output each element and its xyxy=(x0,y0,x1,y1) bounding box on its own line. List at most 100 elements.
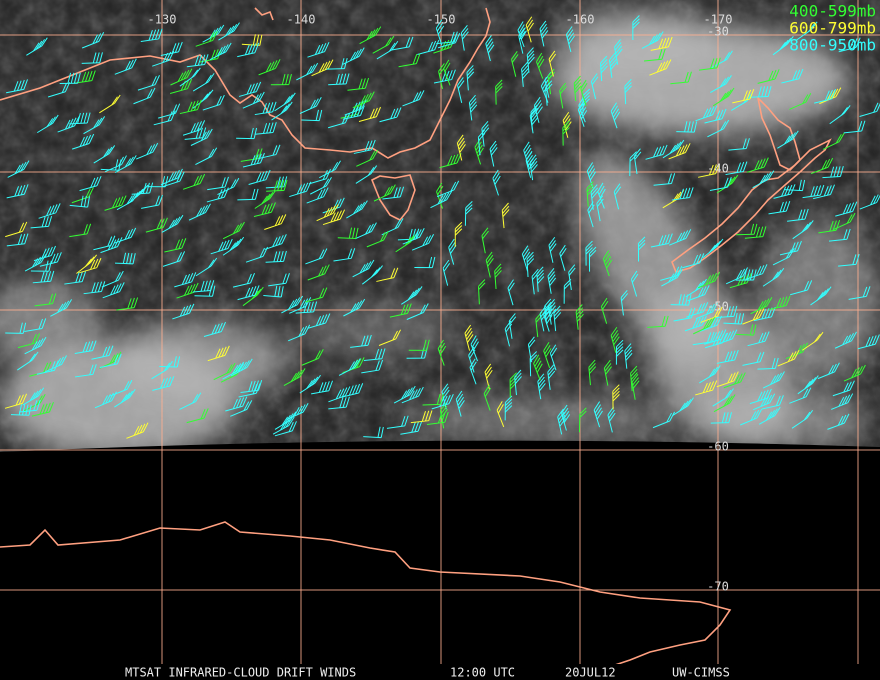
barb-tick xyxy=(302,298,309,308)
barb-tick xyxy=(684,143,691,153)
barb-tick xyxy=(591,187,598,196)
barb-tick xyxy=(235,398,242,409)
wind-barb xyxy=(237,285,260,301)
barb-tick xyxy=(419,228,425,238)
barb-tick xyxy=(61,355,67,365)
barb-tick xyxy=(291,421,297,432)
barb-tick xyxy=(187,101,193,112)
wind-barb xyxy=(83,116,106,135)
wind-barb xyxy=(747,331,770,347)
wind-barb xyxy=(81,32,105,49)
barb-tick xyxy=(779,395,784,406)
barb-tick xyxy=(798,179,802,191)
barb-tick xyxy=(698,316,704,327)
barb-tick xyxy=(193,282,199,293)
barb-tick xyxy=(176,252,182,262)
barb-tick xyxy=(514,376,522,384)
barb-tick xyxy=(207,259,215,269)
barb-tick xyxy=(38,39,45,48)
barb-tick xyxy=(582,98,590,106)
barb-tick xyxy=(725,75,732,85)
barb-tick xyxy=(804,208,809,220)
barb-tick xyxy=(120,394,128,403)
barb-tick xyxy=(722,91,729,100)
wind-barb xyxy=(620,289,629,316)
barb-tick xyxy=(824,158,831,169)
barb-tick xyxy=(561,407,569,417)
barb-tick xyxy=(102,346,108,358)
barb-tick xyxy=(195,392,202,402)
barb-tick xyxy=(441,383,449,393)
barb-tick xyxy=(266,192,274,201)
barb-tick xyxy=(723,397,730,407)
barb-tick xyxy=(179,306,186,317)
barb-tick xyxy=(668,273,675,283)
wind-barb xyxy=(779,240,802,256)
barb-tick xyxy=(793,349,800,360)
barb-tick xyxy=(258,91,265,102)
barb-tick xyxy=(355,48,362,59)
wind-barb xyxy=(24,336,47,355)
barb-tick xyxy=(85,258,92,267)
barb-tick xyxy=(83,112,88,124)
barb-tick xyxy=(312,62,319,73)
wind-barb xyxy=(464,324,474,351)
barb-tick xyxy=(504,405,513,413)
barb-tick xyxy=(385,37,392,47)
barb-tick xyxy=(843,229,848,240)
barb-tick xyxy=(45,260,49,272)
barb-tick xyxy=(158,28,163,40)
barb-tick xyxy=(705,107,712,118)
barb-tick xyxy=(563,278,572,287)
barb-tick xyxy=(801,179,806,191)
barb-tick xyxy=(243,401,250,411)
barb-tick xyxy=(267,203,273,214)
wind-barb xyxy=(692,331,715,346)
barb-tick xyxy=(830,184,835,195)
barb-tick xyxy=(33,400,38,411)
barb-tick xyxy=(792,130,799,140)
wind-barb xyxy=(483,384,491,411)
barb-tick xyxy=(356,358,362,368)
barb-tick xyxy=(819,290,827,299)
barb-tick xyxy=(364,141,370,152)
barb-tick xyxy=(481,227,489,236)
barb-tick xyxy=(762,173,769,183)
wind-barb xyxy=(6,184,29,199)
barb-tick xyxy=(568,264,576,273)
barb-tick xyxy=(415,228,420,240)
barb-tick xyxy=(92,52,97,64)
barb-tick xyxy=(277,215,284,225)
wind-barb xyxy=(232,273,255,288)
barb-tick xyxy=(107,236,113,247)
barb-tick xyxy=(32,390,39,400)
barb-tick xyxy=(541,30,549,39)
barb-tick xyxy=(315,97,322,107)
barb-tick xyxy=(437,185,444,195)
barb-tick xyxy=(33,42,40,52)
barb-tick xyxy=(192,393,199,404)
wind-barb xyxy=(792,220,814,240)
barb-tick xyxy=(630,270,638,280)
barb-tick xyxy=(839,166,844,177)
barb-tick xyxy=(632,18,640,26)
barb-tick xyxy=(759,174,766,185)
barb-tick xyxy=(139,423,146,434)
barb-tick xyxy=(246,400,253,410)
barb-tick xyxy=(341,387,348,398)
barb-tick xyxy=(562,123,570,132)
barb-tick xyxy=(414,421,419,432)
barb-tick xyxy=(251,286,257,297)
barb-tick xyxy=(838,132,845,142)
barb-tick xyxy=(547,364,555,373)
barb-tick xyxy=(226,364,233,374)
barb-tick xyxy=(469,98,477,107)
wind-barb xyxy=(537,373,546,400)
barb-tick xyxy=(525,16,533,26)
barb-tick xyxy=(871,335,877,346)
barb-tick xyxy=(217,189,223,200)
barb-tick xyxy=(318,349,324,359)
barb-tick xyxy=(836,166,841,177)
barb-tick xyxy=(50,253,56,264)
barb-tick xyxy=(846,381,852,392)
